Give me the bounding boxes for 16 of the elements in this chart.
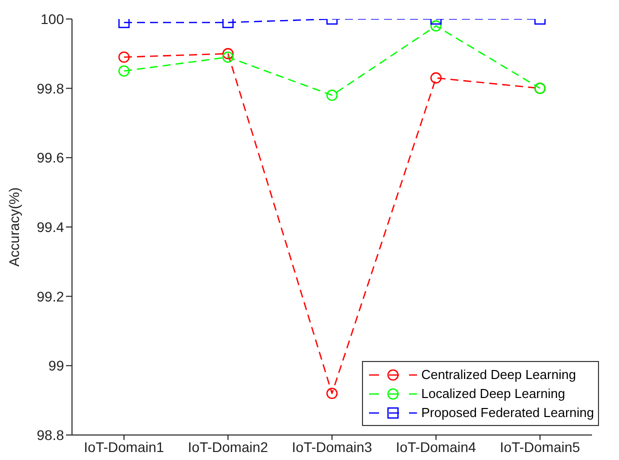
y-tick-label: 100 — [40, 10, 64, 27]
y-tick-label: 99 — [48, 358, 64, 374]
y-tick-label: 99.8 — [36, 80, 64, 96]
x-tick-label: IoT-Domain5 — [500, 438, 580, 455]
y-tick-label: 99.4 — [36, 218, 64, 235]
legend-label: Proposed Federated Learning — [421, 405, 594, 420]
y-tick-label: 98.8 — [36, 426, 64, 443]
y-tick-label: 99.6 — [36, 150, 64, 166]
legend-label: Localized Deep Learning — [421, 386, 566, 401]
y-axis-title: Accuracy(%) — [6, 187, 22, 267]
x-tick-label: IoT-Domain3 — [292, 438, 372, 455]
y-tick-label: 99.2 — [36, 288, 64, 304]
legend-label: Centralized Deep Learning — [421, 367, 576, 382]
x-tick-label: IoT-Domain1 — [84, 438, 164, 455]
x-tick-label: IoT-Domain4 — [396, 438, 476, 455]
x-tick-label: IoT-Domain2 — [188, 438, 268, 455]
